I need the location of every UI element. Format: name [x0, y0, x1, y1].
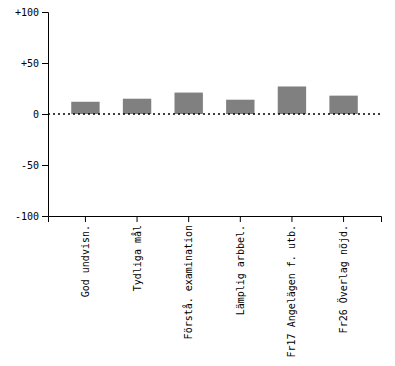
x-tick: God undvisn.: [80, 216, 91, 297]
bar: [71, 102, 99, 114]
chart: -100 -50 0 +50 +100 God undvisn. Tydliga mål Fö…: [0, 0, 395, 366]
x-axis-line: [49, 217, 382, 223]
bar: [278, 86, 306, 114]
y-tick-mark: [42, 165, 48, 166]
x-tick: Tydliga mål: [131, 216, 143, 291]
x-tick-label: Fr26 Överlag nöjd.: [337, 225, 349, 333]
y-tick-mark: [42, 63, 48, 64]
x-tick-label: God undvisn.: [80, 225, 91, 297]
x-tick-mark: [188, 216, 189, 222]
x-tick-label: Tydliga mål: [131, 225, 143, 291]
y-tick-mark: [42, 114, 48, 115]
x-tick-label: Lämplig arbbel.: [235, 225, 246, 315]
x-tick-label: Förstå. examination: [182, 225, 194, 339]
y-tick-mark: [42, 12, 48, 13]
plot: -100 -50 0 +50 +100 God undvisn. Tydliga mål Fö…: [15, 7, 382, 358]
y-tick: +50: [21, 58, 48, 69]
x-tick: Fr26 Överlag nöjd.: [337, 216, 349, 333]
x-tick-mark: [240, 216, 241, 222]
y-tick-label: +50: [21, 58, 39, 69]
y-tick: 0: [33, 109, 48, 120]
y-tick-label: +100: [15, 7, 39, 18]
y-tick-label: -100: [15, 211, 39, 222]
x-tick: Fr17 Angelägen f. utb.: [286, 216, 297, 357]
y-tick: -50: [21, 160, 48, 171]
y-tick-label: 0: [33, 109, 39, 120]
baseline: [48, 113, 381, 115]
x-tick-mark: [85, 216, 86, 222]
x-tick-mark: [137, 216, 138, 222]
x-tick-mark: [343, 216, 344, 222]
x-tick: Förstå. examination: [182, 216, 194, 339]
y-tick-label: -50: [21, 160, 39, 171]
y-axis-line: [42, 13, 49, 217]
y-tick: -100: [15, 211, 48, 222]
y-tick: +100: [15, 7, 48, 18]
x-tick-mark: [291, 216, 292, 222]
y-tick-mark: [42, 216, 48, 217]
x-axis: God undvisn. Tydliga mål Förstå. examinati…: [49, 216, 382, 357]
bar: [226, 100, 254, 114]
bars: [48, 86, 381, 114]
bar: [174, 93, 202, 114]
x-tick: Lämplig arbbel.: [235, 216, 246, 315]
bar: [329, 96, 357, 114]
x-tick-label: Fr17 Angelägen f. utb.: [286, 225, 297, 357]
bar: [123, 99, 151, 114]
y-axis: -100 -50 0 +50 +100: [15, 7, 49, 222]
